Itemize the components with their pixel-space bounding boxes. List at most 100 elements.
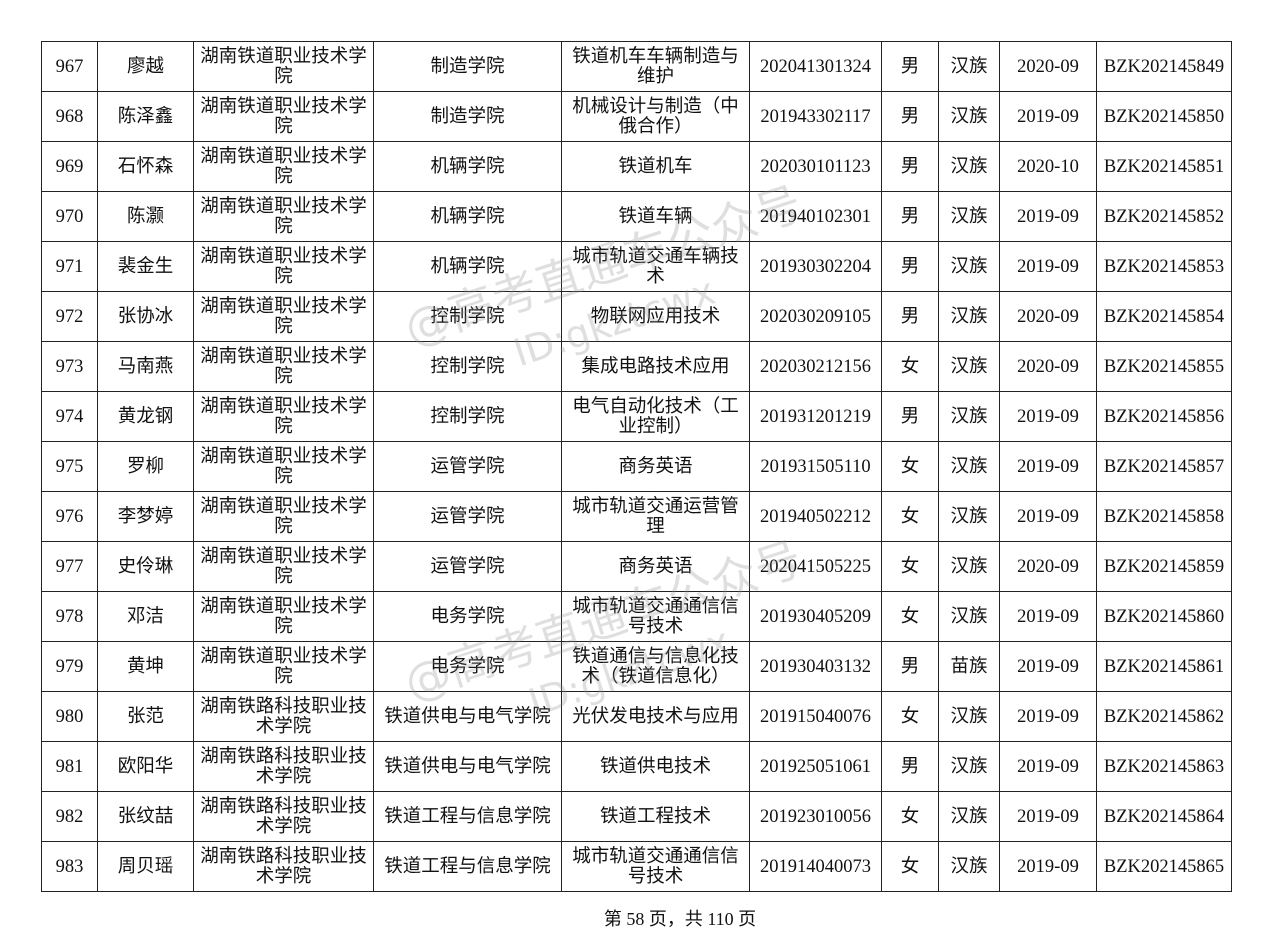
table-cell: 970 [41, 191, 98, 242]
table-row: 973 马南燕 湖南铁道职业技术学院 控制学院 集成电路技术应用 202030212156… [41, 341, 1232, 392]
table-cell: 975 [41, 441, 98, 492]
table-cell: 铁道通信与信息化技术（铁道信息化） [561, 641, 750, 692]
table-cell: 陈泽鑫 [97, 91, 194, 142]
table-cell: 2019-09 [999, 241, 1097, 292]
table-cell: BZK202145849 [1096, 41, 1232, 92]
table-cell: 汉族 [938, 841, 1000, 892]
table-cell: BZK202145854 [1096, 291, 1232, 342]
table-cell: BZK202145859 [1096, 541, 1232, 592]
table-cell: 汉族 [938, 391, 1000, 442]
table-cell: 湖南铁路科技职业技术学院 [193, 791, 374, 842]
table-cell: 201940502212 [749, 491, 882, 542]
table-cell: 201930403132 [749, 641, 882, 692]
table-cell: BZK202145865 [1096, 841, 1232, 892]
table-cell: 976 [41, 491, 98, 542]
table-cell: 廖越 [97, 41, 194, 92]
table-cell: 男 [881, 91, 939, 142]
table-cell: 2019-09 [999, 641, 1097, 692]
table-cell: 铁道机车车辆制造与维护 [561, 41, 750, 92]
table-cell: 湖南铁道职业技术学院 [193, 41, 374, 92]
table-cell: 汉族 [938, 741, 1000, 792]
table-row: 977 史伶琳 湖南铁道职业技术学院 运管学院 商务英语 202041505225 女汉族 2… [41, 541, 1232, 592]
table-cell: 湖南铁道职业技术学院 [193, 241, 374, 292]
table-cell: 201925051061 [749, 741, 882, 792]
table-cell: 铁道机车 [561, 141, 750, 192]
table-cell: 男 [881, 291, 939, 342]
table-cell: 湖南铁道职业技术学院 [193, 391, 374, 442]
table-cell: 汉族 [938, 91, 1000, 142]
table-cell: 2019-09 [999, 391, 1097, 442]
table-cell: 2020-09 [999, 541, 1097, 592]
table-cell: 201943302117 [749, 91, 882, 142]
table-cell: 张纹喆 [97, 791, 194, 842]
table-cell: 2019-09 [999, 791, 1097, 842]
table-row: 970 陈灏 湖南铁道职业技术学院 机辆学院 铁道车辆 201940102301 男汉族 20… [41, 191, 1232, 242]
page-footer: 第 58 页，共 110 页 [603, 909, 757, 929]
table-cell: 汉族 [938, 541, 1000, 592]
table-cell: 物联网应用技术 [561, 291, 750, 342]
table-cell: 201930405209 [749, 591, 882, 642]
table-cell: 201931201219 [749, 391, 882, 442]
table-cell: 2019-09 [999, 591, 1097, 642]
table-cell: 铁道工程技术 [561, 791, 750, 842]
table-cell: 2019-09 [999, 441, 1097, 492]
table-cell: 女 [881, 841, 939, 892]
table-cell: 制造学院 [373, 91, 562, 142]
table-cell: 马南燕 [97, 341, 194, 392]
table-cell: 机械设计与制造（中俄合作） [561, 91, 750, 142]
table-cell: BZK202145861 [1096, 641, 1232, 692]
table-cell: 湖南铁道职业技术学院 [193, 541, 374, 592]
table-cell: BZK202145863 [1096, 741, 1232, 792]
table-cell: 汉族 [938, 241, 1000, 292]
table-cell: 运管学院 [373, 491, 562, 542]
table-cell: 汉族 [938, 141, 1000, 192]
table-cell: 铁道工程与信息学院 [373, 791, 562, 842]
table-cell: 湖南铁道职业技术学院 [193, 91, 374, 142]
table-cell: 979 [41, 641, 98, 692]
table-cell: 欧阳华 [97, 741, 194, 792]
table-cell: 男 [881, 241, 939, 292]
table-cell: 202030212156 [749, 341, 882, 392]
table-cell: 201930302204 [749, 241, 882, 292]
table-cell: 女 [881, 341, 939, 392]
table-cell: 2019-09 [999, 491, 1097, 542]
table-row: 969 石怀森 湖南铁道职业技术学院 机辆学院 铁道机车 202030101123 男汉族 2… [41, 141, 1232, 192]
table-row: 982 张纹喆 湖南铁路科技职业技术学院 铁道工程与信息学院 铁道工程技术 2019230… [41, 791, 1232, 842]
table-cell: 967 [41, 41, 98, 92]
table-cell: 黄坤 [97, 641, 194, 692]
table-cell: 2019-09 [999, 691, 1097, 742]
table-cell: 控制学院 [373, 291, 562, 342]
table-cell: 971 [41, 241, 98, 292]
table-cell: 983 [41, 841, 98, 892]
table-cell: 汉族 [938, 441, 1000, 492]
table-row: 971 裴金生 湖南铁道职业技术学院 机辆学院 城市轨道交通车辆技术 2019303022… [41, 241, 1232, 292]
table-cell: 湖南铁路科技职业技术学院 [193, 741, 374, 792]
table-row: 983 周贝瑶 湖南铁路科技职业技术学院 铁道工程与信息学院 城市轨道交通通信信号技术 2… [41, 841, 1232, 892]
table-cell: 城市轨道交通运营管理 [561, 491, 750, 542]
table-row: 979 黄坤 湖南铁道职业技术学院 电务学院 铁道通信与信息化技术（铁道信息化） 2019… [41, 641, 1232, 692]
table-cell: 湖南铁道职业技术学院 [193, 191, 374, 242]
table-cell: 湖南铁道职业技术学院 [193, 141, 374, 192]
table-cell: 968 [41, 91, 98, 142]
table-cell: 湖南铁路科技职业技术学院 [193, 691, 374, 742]
table-cell: 城市轨道交通通信信号技术 [561, 841, 750, 892]
table-cell: 电务学院 [373, 591, 562, 642]
table-cell: 2020-09 [999, 341, 1097, 392]
table-cell: 汉族 [938, 791, 1000, 842]
table-cell: 湖南铁道职业技术学院 [193, 291, 374, 342]
table-cell: 控制学院 [373, 391, 562, 442]
table-cell: 湖南铁路科技职业技术学院 [193, 841, 374, 892]
table-cell: 男 [881, 391, 939, 442]
table-cell: 女 [881, 791, 939, 842]
table-cell: 201940102301 [749, 191, 882, 242]
table-row: 976 李梦婷 湖南铁道职业技术学院 运管学院 城市轨道交通运营管理 2019405022… [41, 491, 1232, 542]
table-cell: 电气自动化技术（工业控制） [561, 391, 750, 442]
table-cell: 201931505110 [749, 441, 882, 492]
table-cell: 汉族 [938, 491, 1000, 542]
table-cell: BZK202145853 [1096, 241, 1232, 292]
table-cell: 苗族 [938, 641, 1000, 692]
table-cell: 裴金生 [97, 241, 194, 292]
table-cell: 城市轨道交通车辆技术 [561, 241, 750, 292]
table-cell: 男 [881, 641, 939, 692]
table-cell: 男 [881, 191, 939, 242]
